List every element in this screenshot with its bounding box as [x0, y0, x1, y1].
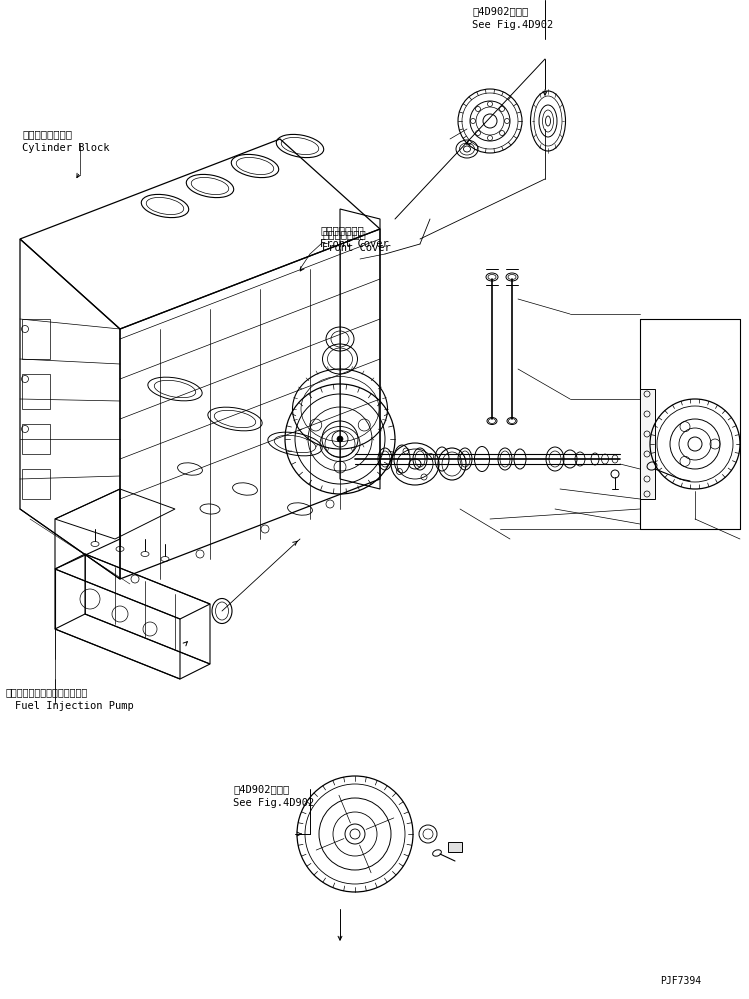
Text: PJF7394: PJF7394 — [660, 976, 701, 986]
Text: See Fig.4D902: See Fig.4D902 — [472, 20, 554, 30]
Text: Cylinder Block: Cylinder Block — [22, 143, 109, 153]
Polygon shape — [640, 389, 655, 499]
Text: Front Cover: Front Cover — [322, 243, 391, 253]
Text: Front Cover: Front Cover — [320, 239, 389, 249]
Polygon shape — [448, 842, 462, 852]
Text: Fuel Injection Pump: Fuel Injection Pump — [15, 701, 134, 711]
Text: フロントカバー: フロントカバー — [320, 225, 364, 235]
Text: 笥4D902図参照: 笥4D902図参照 — [472, 6, 528, 16]
Text: See Fig.4D902: See Fig.4D902 — [233, 798, 315, 808]
Text: シリンダブロック: シリンダブロック — [22, 129, 72, 139]
Circle shape — [337, 436, 343, 442]
Text: フェルインジェクションポンプ: フェルインジェクションポンプ — [5, 687, 87, 697]
Text: 笥4D902図参照: 笥4D902図参照 — [233, 784, 289, 794]
Text: フロントカバー: フロントカバー — [322, 229, 366, 239]
